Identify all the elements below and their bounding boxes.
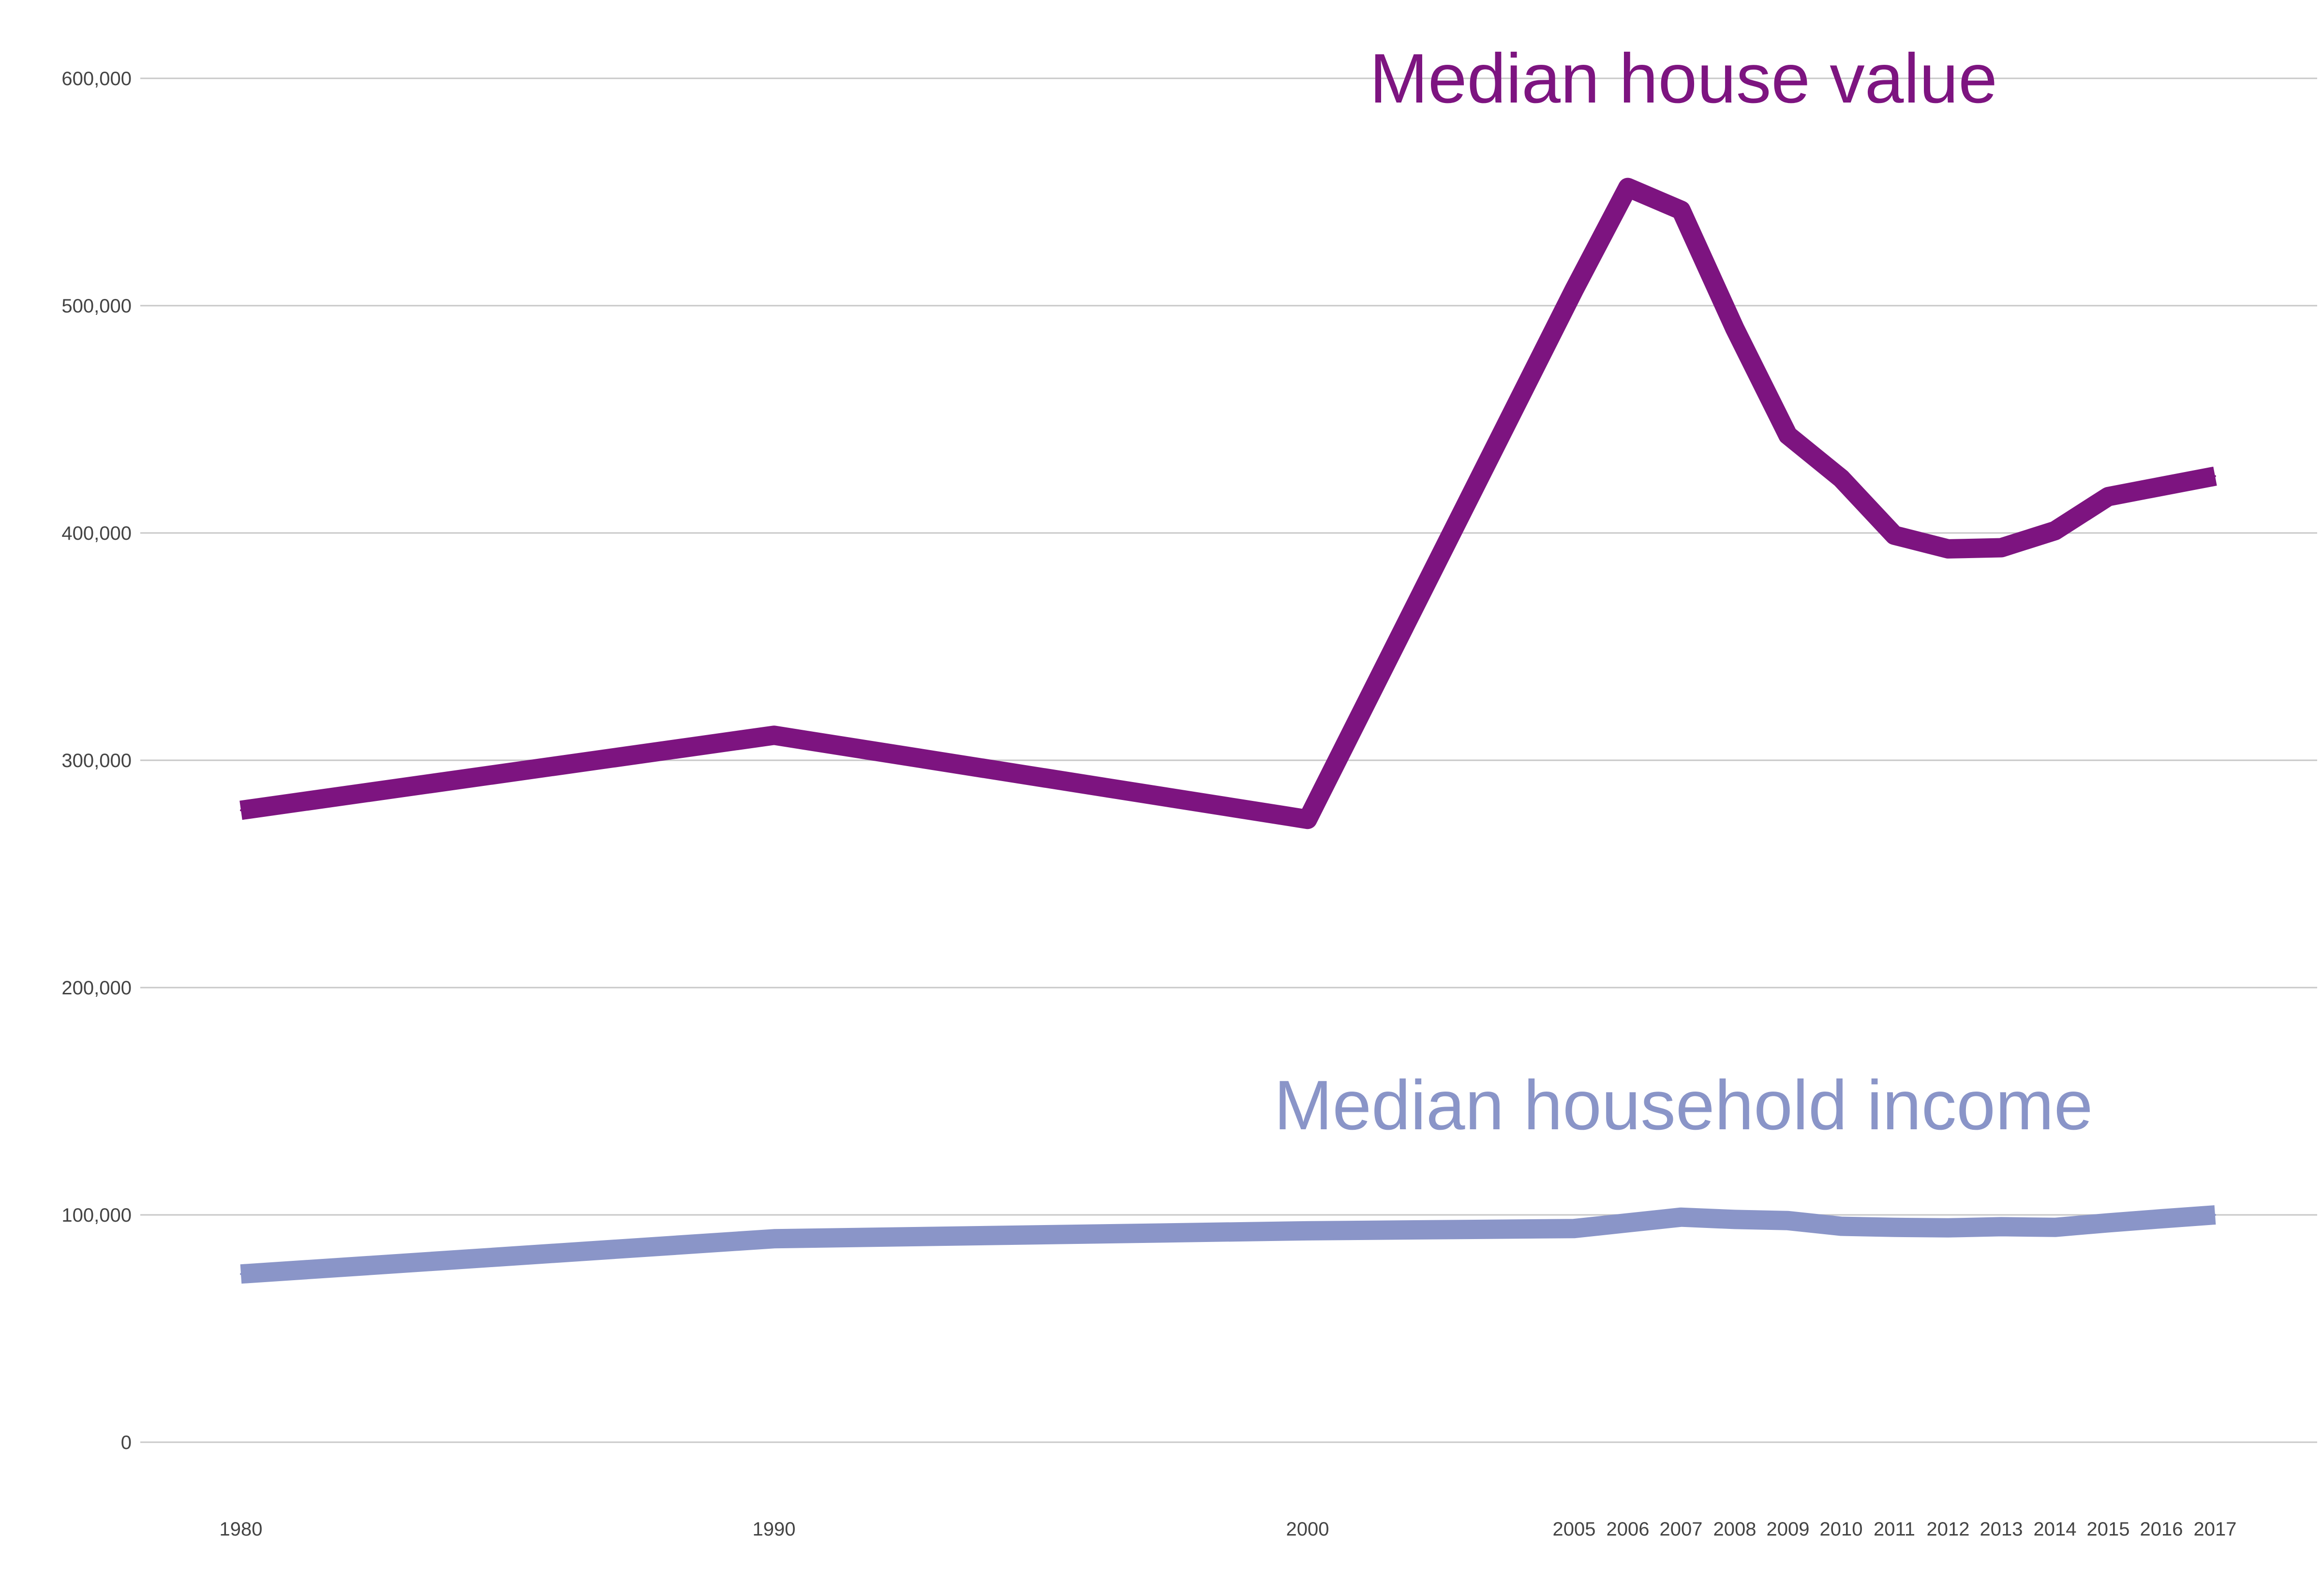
y-tick-label: 600,000 — [61, 68, 132, 89]
data-point — [2000, 1226, 2002, 1228]
x-tick-label: 2000 — [1286, 1519, 1329, 1540]
data-point — [2000, 547, 2002, 549]
x-tick-label: 1990 — [753, 1519, 796, 1540]
data-point — [2160, 1218, 2162, 1220]
data-point — [1680, 1216, 1682, 1218]
y-tick-label: 100,000 — [61, 1205, 132, 1226]
x-tick-label: 2009 — [1767, 1519, 1810, 1540]
data-point — [1734, 327, 1736, 329]
data-point — [1734, 1218, 1736, 1221]
data-point — [1947, 1227, 1949, 1229]
x-tick-label: 2016 — [2140, 1519, 2183, 1540]
series-line-median-house-value — [239, 177, 2217, 829]
series-lines — [239, 177, 2217, 1284]
y-tick-label: 500,000 — [61, 296, 132, 317]
x-tick-label: 2015 — [2087, 1519, 2130, 1540]
data-point — [2054, 530, 2056, 532]
series-label-median-house-value: Median house value — [1369, 39, 1997, 118]
x-tick-label: 2014 — [2034, 1519, 2077, 1540]
data-point — [2214, 475, 2216, 477]
data-point — [1680, 209, 1682, 211]
data-point — [1573, 289, 1575, 291]
series-line-median-household-income — [240, 1205, 2216, 1284]
x-tick-label: 2008 — [1713, 1519, 1756, 1540]
y-axis-tick-labels: 0 100,000 200,000 300,000 400,000 500,000 600,… — [61, 68, 132, 1453]
x-tick-label: 2006 — [1607, 1519, 1650, 1540]
data-point — [1840, 1225, 1842, 1227]
data-point — [2054, 1226, 2056, 1228]
x-tick-label: 2012 — [1927, 1519, 1970, 1540]
data-point — [2214, 1214, 2216, 1216]
x-tick-label: 2011 — [1874, 1519, 1915, 1540]
y-tick-label: 200,000 — [61, 977, 132, 999]
data-point — [240, 1273, 242, 1275]
gridlines — [140, 77, 2317, 1443]
x-tick-label: 2007 — [1660, 1519, 1703, 1540]
data-point — [1947, 547, 1949, 550]
x-tick-label: 2013 — [1980, 1519, 2023, 1540]
data-point — [240, 809, 242, 812]
y-tick-label: 400,000 — [61, 523, 132, 544]
x-tick-label: 2005 — [1553, 1519, 1596, 1540]
data-point — [1787, 1219, 1789, 1222]
data-point — [1787, 434, 1789, 436]
data-point — [1573, 1227, 1575, 1230]
series-label-median-household-income: Median household income — [1274, 1066, 2093, 1144]
data-point — [2107, 495, 2109, 498]
x-tick-label: 2010 — [1820, 1519, 1863, 1540]
data-point — [1893, 1226, 1895, 1228]
data-point — [2160, 485, 2162, 488]
data-point — [1307, 818, 1309, 821]
y-tick-label: 300,000 — [61, 750, 132, 771]
data-point — [1840, 477, 1842, 480]
x-tick-label: 2017 — [2194, 1519, 2237, 1540]
data-point — [1627, 186, 1629, 189]
data-point — [1893, 534, 1895, 536]
y-tick-label: 0 — [121, 1432, 132, 1453]
data-point — [773, 1238, 775, 1240]
x-tick-label: 1980 — [220, 1519, 263, 1540]
data-point — [2107, 1222, 2109, 1224]
data-point — [1627, 1222, 1629, 1224]
data-point — [1307, 1229, 1309, 1232]
x-axis-tick-labels: 1980 1990 2000 2005 2006 2007 2008 2009 2010 2011… — [220, 1519, 2237, 1540]
data-point — [773, 734, 775, 737]
